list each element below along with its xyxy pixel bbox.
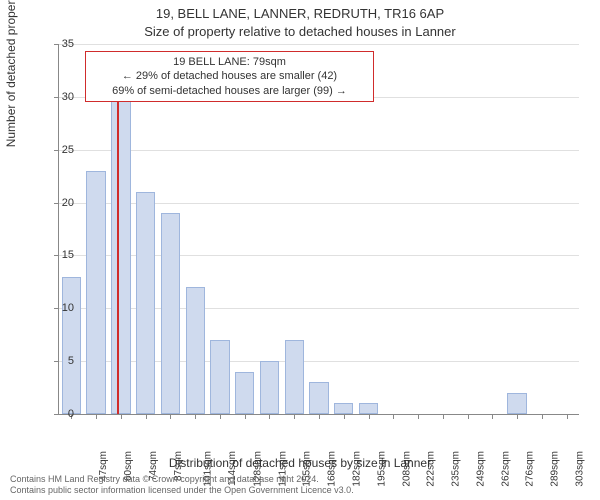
bar [62,277,81,414]
bar [111,97,130,414]
xtick-mark [195,414,196,419]
xtick-mark [170,414,171,419]
bar [309,382,328,414]
bar [507,393,526,414]
info-box: 19 BELL LANE: 79sqm ← 29% of detached ho… [85,51,374,102]
ytick-label: 20 [34,197,74,209]
ytick-label: 15 [34,249,74,261]
bar [260,361,279,414]
y-axis-label: Number of detached properties [4,0,18,147]
x-axis-label: Distribution of detached houses by size … [0,456,600,470]
xtick-mark [96,414,97,419]
ytick-label: 5 [34,355,74,367]
chart-container: 19, BELL LANE, LANNER, REDRUTH, TR16 6AP… [0,0,600,500]
xtick-mark [393,414,394,419]
ytick-label: 35 [34,38,74,50]
gridline [59,44,579,45]
ytick-label: 30 [34,91,74,103]
marker-line [117,76,119,414]
xtick-mark [468,414,469,419]
bar [136,192,155,414]
xtick-mark [369,414,370,419]
gridline [59,150,579,151]
xtick-mark [517,414,518,419]
xtick-mark [245,414,246,419]
chart-title-main: 19, BELL LANE, LANNER, REDRUTH, TR16 6AP [0,6,600,21]
info-line-3: 69% of semi-detached houses are larger (… [92,84,367,98]
bar [86,171,105,414]
footer-line-2: Contains public sector information licen… [10,485,354,496]
xtick-mark [344,414,345,419]
bar [359,403,378,414]
info-line-1: 19 BELL LANE: 79sqm [92,55,367,69]
ytick-label: 25 [34,144,74,156]
chart-title-sub: Size of property relative to detached ho… [0,24,600,39]
bar [285,340,304,414]
footer-line-1: Contains HM Land Registry data © Crown c… [10,474,354,485]
bar [161,213,180,414]
xtick-mark [220,414,221,419]
bar [235,372,254,414]
bar [210,340,229,414]
xtick-mark [492,414,493,419]
ytick-label: 0 [34,408,74,420]
xtick-mark [418,414,419,419]
footer: Contains HM Land Registry data © Crown c… [10,474,354,496]
xtick-mark [319,414,320,419]
info-line-2: ← 29% of detached houses are smaller (42… [92,69,367,83]
bar [334,403,353,414]
ytick-label: 10 [34,302,74,314]
xtick-mark [443,414,444,419]
bar [186,287,205,414]
xtick-mark [294,414,295,419]
xtick-mark [269,414,270,419]
xtick-mark [542,414,543,419]
xtick-mark [121,414,122,419]
xtick-mark [146,414,147,419]
xtick-mark [567,414,568,419]
